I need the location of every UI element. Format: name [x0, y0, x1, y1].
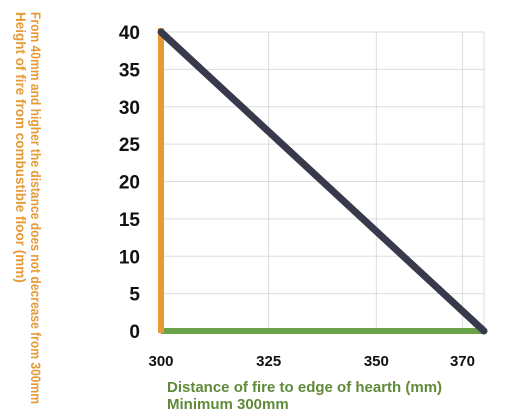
x-tick-label: 370 [450, 353, 475, 370]
series-group [157, 28, 488, 335]
y-tick-label: 30 [119, 98, 140, 119]
y-tick-label: 15 [119, 210, 141, 231]
y-tick-label: 40 [119, 23, 140, 44]
y-tick-label: 25 [119, 135, 141, 156]
x-tick-label: 300 [148, 353, 173, 370]
y-tick-label: 5 [129, 285, 140, 306]
x-axis-note: Minimum 300mm [167, 396, 289, 413]
x-tick-label: 350 [364, 353, 389, 370]
x-axis-label: Distance of fire to edge of hearth (mm) [167, 379, 443, 396]
y-axis-note: From 40mm and higher the distance does n… [28, 12, 43, 404]
y-axis-label: Height of fire from combustible floor (m… [13, 12, 28, 283]
y-tick-label: 35 [119, 60, 141, 81]
y-tick-label: 0 [129, 322, 140, 343]
y-tick-labels: 0 5 10 15 20 25 30 35 40 [119, 23, 141, 343]
y-tick-label: 10 [119, 247, 140, 268]
y-tick-label: 20 [119, 173, 140, 194]
series-line [157, 28, 488, 335]
x-tick-label: 325 [256, 353, 281, 370]
x-tick-labels: 300 325 350 370 [148, 353, 474, 370]
y-axis-title: Height of fire from combustible floor (m… [4, 6, 60, 406]
x-axis-title: Distance of fire to edge of hearth (mm) … [167, 379, 507, 413]
